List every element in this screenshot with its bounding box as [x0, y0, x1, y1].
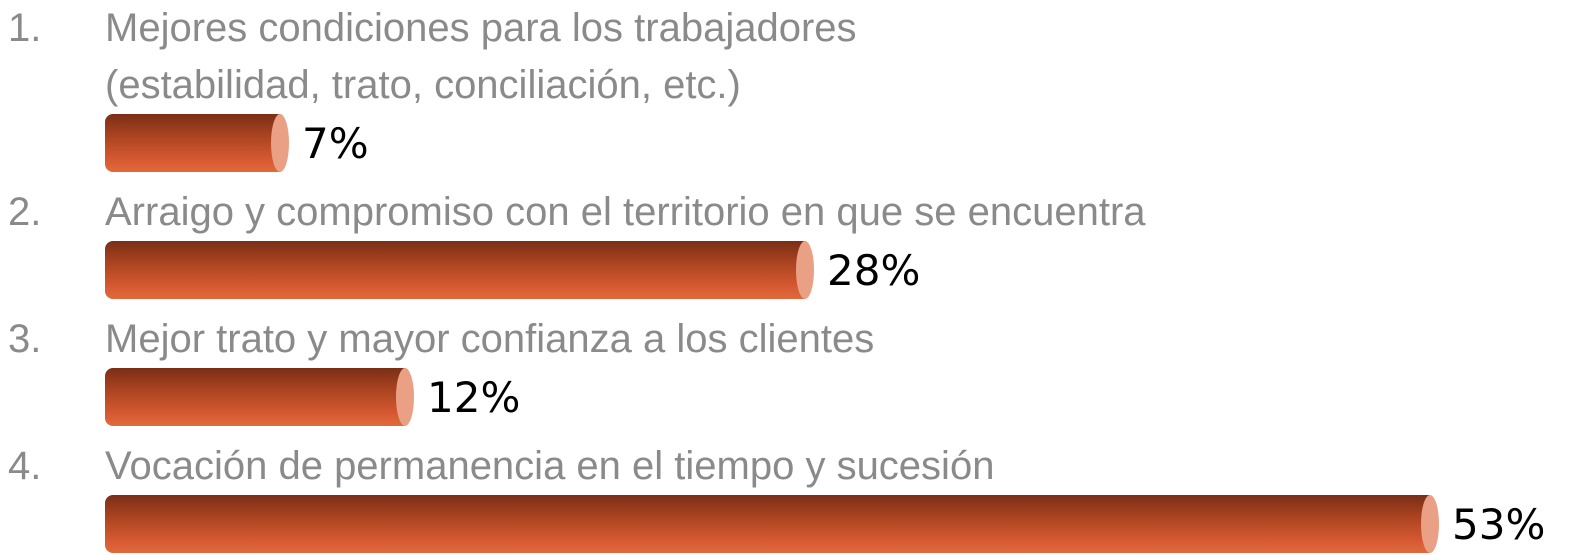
item-number: 2. — [8, 190, 42, 234]
category-label: Mejores condiciones para los trabajadore… — [105, 6, 857, 107]
row: 4. Vocación de permanencia en el tiempo y… — [0, 438, 1582, 553]
value-label: 28% — [827, 245, 921, 295]
item-number: 4. — [8, 444, 42, 488]
item-number: 3. — [8, 317, 42, 361]
row-content: Arraigo y compromiso con el territorio e… — [105, 184, 1582, 299]
bar-line: 53% — [105, 495, 1582, 553]
row: 1. Mejores condiciones para los trabajado… — [0, 0, 1582, 172]
row: 2. Arraigo y compromiso con el territorio… — [0, 184, 1582, 299]
bar-cap — [796, 241, 814, 299]
row: 3. Mejor trato y mayor confianza a los cl… — [0, 311, 1582, 426]
row-content: Vocación de permanencia en el tiempo y s… — [105, 438, 1582, 553]
value-label: 7% — [302, 118, 369, 168]
category-label: Mejor trato y mayor confianza a los clie… — [105, 317, 875, 361]
category-label: Arraigo y compromiso con el territorio e… — [105, 190, 1146, 234]
bar-cap — [396, 368, 414, 426]
bar-cap — [271, 114, 289, 172]
row-content: Mejor trato y mayor confianza a los clie… — [105, 311, 1582, 426]
bar — [105, 114, 289, 172]
category-label: Vocación de permanencia en el tiempo y s… — [105, 444, 995, 488]
bar-cap — [1421, 495, 1439, 553]
row-content: Mejores condiciones para los trabajadore… — [105, 0, 1582, 172]
bar-line: 12% — [105, 368, 1582, 426]
value-label: 53% — [1452, 499, 1546, 549]
bar — [105, 241, 814, 299]
bar-line: 28% — [105, 241, 1582, 299]
item-number: 1. — [8, 6, 42, 50]
bar-line: 7% — [105, 114, 1582, 172]
bar — [105, 495, 1439, 553]
bar — [105, 368, 414, 426]
value-label: 12% — [427, 372, 521, 422]
